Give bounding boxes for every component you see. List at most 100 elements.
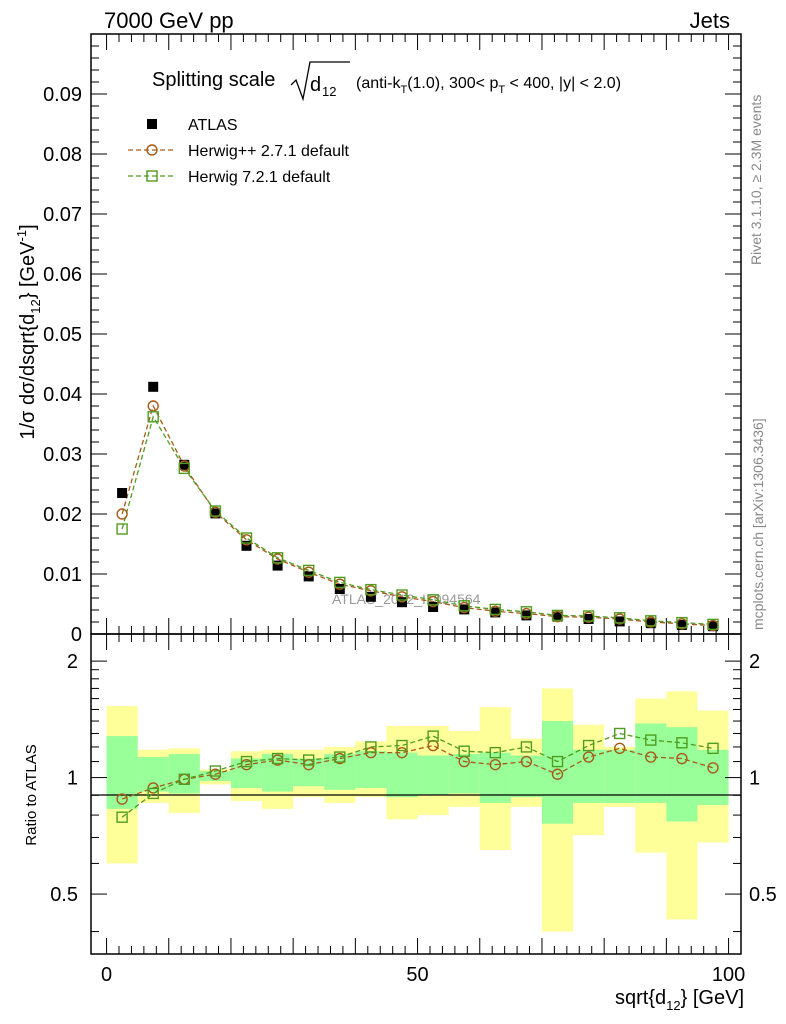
data-point — [458, 600, 470, 612]
data-point — [146, 144, 158, 156]
data-point — [272, 560, 283, 571]
tick-labels: 0 0.01 0.02 0.03 0.04 0.05 0.06 0.07 0.08 0.09 0 50… — [43, 84, 777, 986]
data-point — [551, 755, 564, 768]
band-inner-bin — [697, 749, 729, 805]
main-y-tick-label: 0.07 — [43, 204, 82, 226]
data-point — [147, 411, 159, 423]
title-sqrt-sub: 12 — [322, 84, 336, 99]
data-point — [520, 606, 533, 618]
data-point — [365, 583, 377, 596]
band-inner-bin — [106, 736, 138, 809]
data-point — [490, 607, 501, 618]
band-inner-bin — [137, 757, 169, 792]
main-y-tick-label: 0.03 — [43, 444, 82, 466]
header-left: 7000 GeV pp — [104, 8, 234, 33]
ratio-plot-frame — [90, 633, 742, 955]
band-inner-bin — [666, 727, 698, 822]
band-inner-bin — [510, 755, 542, 798]
data-point — [614, 612, 626, 624]
ratio-y-tick-label-right: 2 — [749, 651, 760, 673]
data-point — [148, 381, 159, 392]
data-point — [551, 768, 564, 780]
band-inner-bin — [417, 755, 449, 796]
legend-label: Herwig++ 2.7.1 default — [188, 143, 350, 160]
ratio-y-tick-label: 0.5 — [50, 884, 78, 906]
ratio-y-tick-label: 1 — [67, 768, 78, 790]
data-point — [707, 618, 719, 631]
data-point — [396, 589, 408, 601]
data-point — [147, 787, 159, 800]
data-point — [365, 741, 377, 753]
ratio-y-tick-label: 2 — [67, 651, 78, 673]
x-axis-label: sqrt{d12} [GeV] — [615, 987, 744, 1013]
data-point — [116, 811, 128, 823]
main-y-tick-label: 0.06 — [43, 264, 82, 286]
ratio-y-tick-label-right: 0.5 — [749, 884, 777, 906]
band-inner-bin — [604, 749, 636, 803]
data-point — [582, 751, 595, 763]
band-inner-bin — [324, 754, 356, 790]
data-point — [676, 752, 688, 765]
band-inner-bin — [448, 754, 480, 794]
data-point — [117, 488, 128, 498]
mcplots-label: mcplots.cern.ch [arXiv:1306.3436] — [750, 418, 766, 630]
band-inner-bin — [355, 751, 387, 788]
title-main: Splitting scale — [152, 69, 275, 91]
data-point — [178, 462, 191, 475]
data-point — [147, 119, 157, 129]
data-point — [271, 752, 284, 765]
data-point — [708, 621, 719, 632]
band-inner-bin — [386, 752, 418, 798]
data-point — [458, 745, 470, 757]
y-axis-label: 1/σ dσ/dsqrt{d12} [GeV-1] — [14, 224, 43, 439]
legend: ATLAS Herwig++ 2.7.1 default Herwig 7.2.1 … — [128, 117, 350, 186]
data-point — [614, 742, 626, 755]
data-point — [146, 170, 158, 182]
data-point — [116, 523, 128, 535]
x-tick-label: 0 — [101, 964, 112, 986]
data-point — [645, 618, 656, 629]
main-y-tick-label: 0 — [71, 624, 82, 646]
data-point — [521, 610, 532, 621]
ratio-bands — [106, 688, 729, 932]
data-point — [489, 746, 502, 759]
main-y-tick-label: 0.04 — [43, 384, 82, 406]
data-point — [396, 746, 408, 759]
data-point — [334, 751, 346, 763]
legend-label: ATLAS — [188, 117, 238, 134]
data-point — [210, 508, 221, 519]
main-y-tick-label: 0.02 — [43, 504, 82, 526]
data-point — [520, 755, 533, 768]
data-point — [645, 734, 657, 746]
data-point — [116, 793, 128, 805]
data-point — [676, 737, 688, 749]
legend-label: Herwig 7.2.1 default — [188, 169, 331, 186]
data-point — [116, 508, 128, 520]
main-y-tick-label: 0.05 — [43, 324, 82, 346]
data-point — [676, 620, 687, 630]
data-point — [552, 611, 563, 622]
ratio-y-tick-label-right: 1 — [749, 768, 760, 790]
data-point — [583, 614, 594, 624]
data-point — [582, 610, 595, 622]
data-point — [676, 616, 688, 629]
data-point — [614, 616, 625, 627]
data-point — [707, 742, 719, 755]
data-point — [178, 773, 191, 785]
data-point — [241, 540, 252, 551]
data-point — [303, 571, 314, 582]
data-point — [520, 741, 533, 753]
data-point — [303, 564, 315, 577]
band-inner-bin — [541, 721, 574, 824]
ratio-y-axis-label: Ratio to ATLAS — [23, 744, 40, 845]
plot-title: Splitting scale d 12 (anti-kT(1.0), 300<… — [152, 61, 621, 102]
rivet-label: Rivet 3.1.10, ≥ 2.3M events — [748, 95, 764, 265]
series-layer — [116, 381, 719, 823]
data-point — [147, 400, 159, 412]
band-inner-bin — [573, 749, 605, 803]
data-point — [240, 532, 253, 544]
data-point — [427, 730, 439, 742]
data-point — [334, 576, 346, 589]
data-point — [489, 758, 502, 771]
main-y-tick-label: 0.08 — [43, 144, 82, 166]
